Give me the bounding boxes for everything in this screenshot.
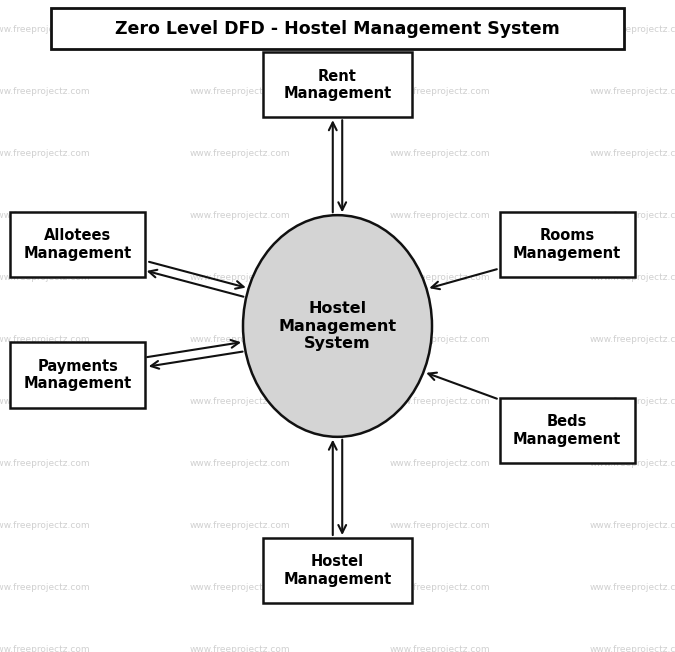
Text: www.freeprojectz.com: www.freeprojectz.com bbox=[0, 211, 90, 220]
Text: www.freeprojectz.com: www.freeprojectz.com bbox=[590, 25, 675, 35]
Text: www.freeprojectz.com: www.freeprojectz.com bbox=[590, 87, 675, 96]
Text: www.freeprojectz.com: www.freeprojectz.com bbox=[0, 522, 90, 531]
Text: www.freeprojectz.com: www.freeprojectz.com bbox=[190, 522, 291, 531]
Text: Rent
Management: Rent Management bbox=[284, 68, 392, 101]
Text: www.freeprojectz.com: www.freeprojectz.com bbox=[590, 398, 675, 406]
Text: www.freeprojectz.com: www.freeprojectz.com bbox=[590, 645, 675, 652]
Text: www.freeprojectz.com: www.freeprojectz.com bbox=[590, 522, 675, 531]
Text: www.freeprojectz.com: www.freeprojectz.com bbox=[590, 584, 675, 593]
FancyBboxPatch shape bbox=[51, 8, 624, 49]
FancyBboxPatch shape bbox=[263, 52, 412, 117]
Text: www.freeprojectz.com: www.freeprojectz.com bbox=[190, 336, 291, 344]
Text: Allotees
Management: Allotees Management bbox=[24, 228, 132, 261]
Text: www.freeprojectz.com: www.freeprojectz.com bbox=[390, 149, 491, 158]
Ellipse shape bbox=[243, 215, 432, 437]
Text: www.freeprojectz.com: www.freeprojectz.com bbox=[390, 584, 491, 593]
Text: Zero Level DFD - Hostel Management System: Zero Level DFD - Hostel Management Syste… bbox=[115, 20, 560, 38]
Text: www.freeprojectz.com: www.freeprojectz.com bbox=[390, 460, 491, 469]
FancyBboxPatch shape bbox=[500, 398, 634, 463]
Text: www.freeprojectz.com: www.freeprojectz.com bbox=[390, 398, 491, 406]
Text: www.freeprojectz.com: www.freeprojectz.com bbox=[190, 645, 291, 652]
Text: Hostel
Management
System: Hostel Management System bbox=[278, 301, 397, 351]
Text: www.freeprojectz.com: www.freeprojectz.com bbox=[0, 460, 90, 469]
Text: Rooms
Management: Rooms Management bbox=[513, 228, 621, 261]
Text: www.freeprojectz.com: www.freeprojectz.com bbox=[190, 398, 291, 406]
Text: www.freeprojectz.com: www.freeprojectz.com bbox=[190, 149, 291, 158]
Text: www.freeprojectz.com: www.freeprojectz.com bbox=[390, 87, 491, 96]
Text: www.freeprojectz.com: www.freeprojectz.com bbox=[0, 87, 90, 96]
Text: www.freeprojectz.com: www.freeprojectz.com bbox=[0, 336, 90, 344]
Text: www.freeprojectz.com: www.freeprojectz.com bbox=[590, 460, 675, 469]
Text: www.freeprojectz.com: www.freeprojectz.com bbox=[590, 336, 675, 344]
Text: Hostel
Management: Hostel Management bbox=[284, 554, 392, 587]
FancyBboxPatch shape bbox=[263, 538, 412, 603]
Text: www.freeprojectz.com: www.freeprojectz.com bbox=[190, 25, 291, 35]
Text: www.freeprojectz.com: www.freeprojectz.com bbox=[390, 522, 491, 531]
Text: www.freeprojectz.com: www.freeprojectz.com bbox=[390, 273, 491, 282]
Text: Payments
Management: Payments Management bbox=[24, 359, 132, 391]
Text: www.freeprojectz.com: www.freeprojectz.com bbox=[0, 25, 90, 35]
Text: www.freeprojectz.com: www.freeprojectz.com bbox=[190, 87, 291, 96]
Text: www.freeprojectz.com: www.freeprojectz.com bbox=[390, 211, 491, 220]
Text: www.freeprojectz.com: www.freeprojectz.com bbox=[590, 273, 675, 282]
FancyBboxPatch shape bbox=[10, 342, 145, 408]
Text: www.freeprojectz.com: www.freeprojectz.com bbox=[590, 211, 675, 220]
Text: Beds
Management: Beds Management bbox=[513, 414, 621, 447]
Text: www.freeprojectz.com: www.freeprojectz.com bbox=[190, 273, 291, 282]
Text: www.freeprojectz.com: www.freeprojectz.com bbox=[590, 149, 675, 158]
Text: www.freeprojectz.com: www.freeprojectz.com bbox=[390, 645, 491, 652]
Text: www.freeprojectz.com: www.freeprojectz.com bbox=[390, 336, 491, 344]
Text: www.freeprojectz.com: www.freeprojectz.com bbox=[0, 645, 90, 652]
Text: www.freeprojectz.com: www.freeprojectz.com bbox=[0, 398, 90, 406]
Text: www.freeprojectz.com: www.freeprojectz.com bbox=[0, 584, 90, 593]
FancyBboxPatch shape bbox=[500, 212, 634, 277]
Text: www.freeprojectz.com: www.freeprojectz.com bbox=[0, 149, 90, 158]
Text: www.freeprojectz.com: www.freeprojectz.com bbox=[0, 273, 90, 282]
Text: www.freeprojectz.com: www.freeprojectz.com bbox=[190, 211, 291, 220]
Text: www.freeprojectz.com: www.freeprojectz.com bbox=[190, 460, 291, 469]
Text: www.freeprojectz.com: www.freeprojectz.com bbox=[390, 25, 491, 35]
FancyBboxPatch shape bbox=[10, 212, 145, 277]
Text: www.freeprojectz.com: www.freeprojectz.com bbox=[190, 584, 291, 593]
